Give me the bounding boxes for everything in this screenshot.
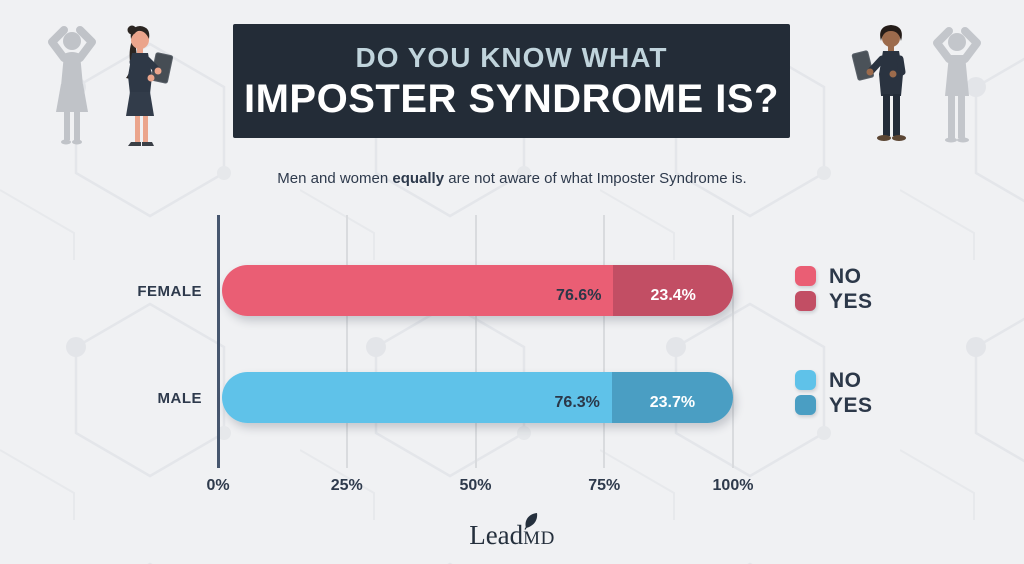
confused-businessman-illustration <box>845 14 995 149</box>
female-bar: 76.6% 23.4% <box>222 265 733 316</box>
title-banner: DO YOU KNOW WHAT IMPOSTER SYNDROME IS? <box>233 24 790 138</box>
subtitle-emphasis: equally <box>392 170 445 187</box>
female-no-legend-label: NO <box>829 264 862 288</box>
legend-item-male-yes: YES <box>795 393 873 417</box>
logo-text-md: MD <box>523 528 555 549</box>
gridline-75pct <box>603 215 606 468</box>
subtitle: Men and women equally are not aware of w… <box>0 170 1024 187</box>
male-no-value-label: 76.3% <box>554 394 600 411</box>
male-category-label: MALE <box>157 390 202 407</box>
gridline-100pct <box>732 215 734 468</box>
legend-item-male-no: NO <box>795 368 873 392</box>
female-no-value-label: 76.6% <box>556 287 602 304</box>
subtitle-suffix: are not aware of what Imposter Syndrome … <box>444 170 747 187</box>
male-yes-value-label: 23.7% <box>649 394 696 411</box>
subtitle-prefix: Men and women <box>277 170 393 187</box>
y-axis-line <box>217 215 220 468</box>
male-no-swatch <box>795 370 816 390</box>
legend-item-female-yes: YES <box>795 289 873 313</box>
male-no-segment: 76.3% <box>222 372 612 423</box>
male-yes-segment: 23.7% <box>611 372 733 423</box>
female-yes-swatch <box>795 291 816 311</box>
female-no-swatch <box>795 266 816 286</box>
gridline-25pct <box>345 215 348 468</box>
male-yes-swatch <box>795 395 816 415</box>
businessman-figure <box>851 25 906 141</box>
legend-item-female-no: NO <box>795 264 873 288</box>
title-line-1: DO YOU KNOW WHAT <box>355 41 668 73</box>
businesswoman-figure <box>126 25 174 146</box>
female-yes-legend-label: YES <box>829 289 873 313</box>
female-legend: NO YES <box>795 264 873 313</box>
x-axis-tick-0: 0% <box>206 477 230 494</box>
x-axis-tick-50: 50% <box>459 477 492 494</box>
leadmd-logo: LeadMD <box>0 513 1024 551</box>
logo-text-lead: Lead <box>469 520 524 550</box>
female-yes-segment: 23.4% <box>613 265 733 316</box>
leaf-icon <box>524 513 537 530</box>
confused-businesswoman-illustration <box>40 14 180 149</box>
female-category-label: FEMALE <box>137 283 202 300</box>
awareness-bar-chart: FEMALE 76.6% 23.4% MALE 76.3% 23.7% 0% 2… <box>137 215 753 494</box>
male-bar: 76.3% 23.7% <box>222 372 733 423</box>
male-no-legend-label: NO <box>829 368 862 392</box>
woman-shadow-silhouette <box>48 26 96 145</box>
gridline-50pct <box>474 215 477 468</box>
title-line-2: IMPOSTER SYNDROME IS? <box>244 76 779 121</box>
male-legend: NO YES <box>795 368 873 417</box>
x-axis-tick-100: 100% <box>712 477 754 494</box>
x-axis-tick-75: 75% <box>588 477 621 494</box>
female-yes-value-label: 23.4% <box>650 287 696 304</box>
man-shadow-silhouette <box>933 27 981 143</box>
female-no-segment: 76.6% <box>222 265 614 316</box>
x-axis-tick-25: 25% <box>330 477 363 494</box>
male-yes-legend-label: YES <box>829 393 873 417</box>
